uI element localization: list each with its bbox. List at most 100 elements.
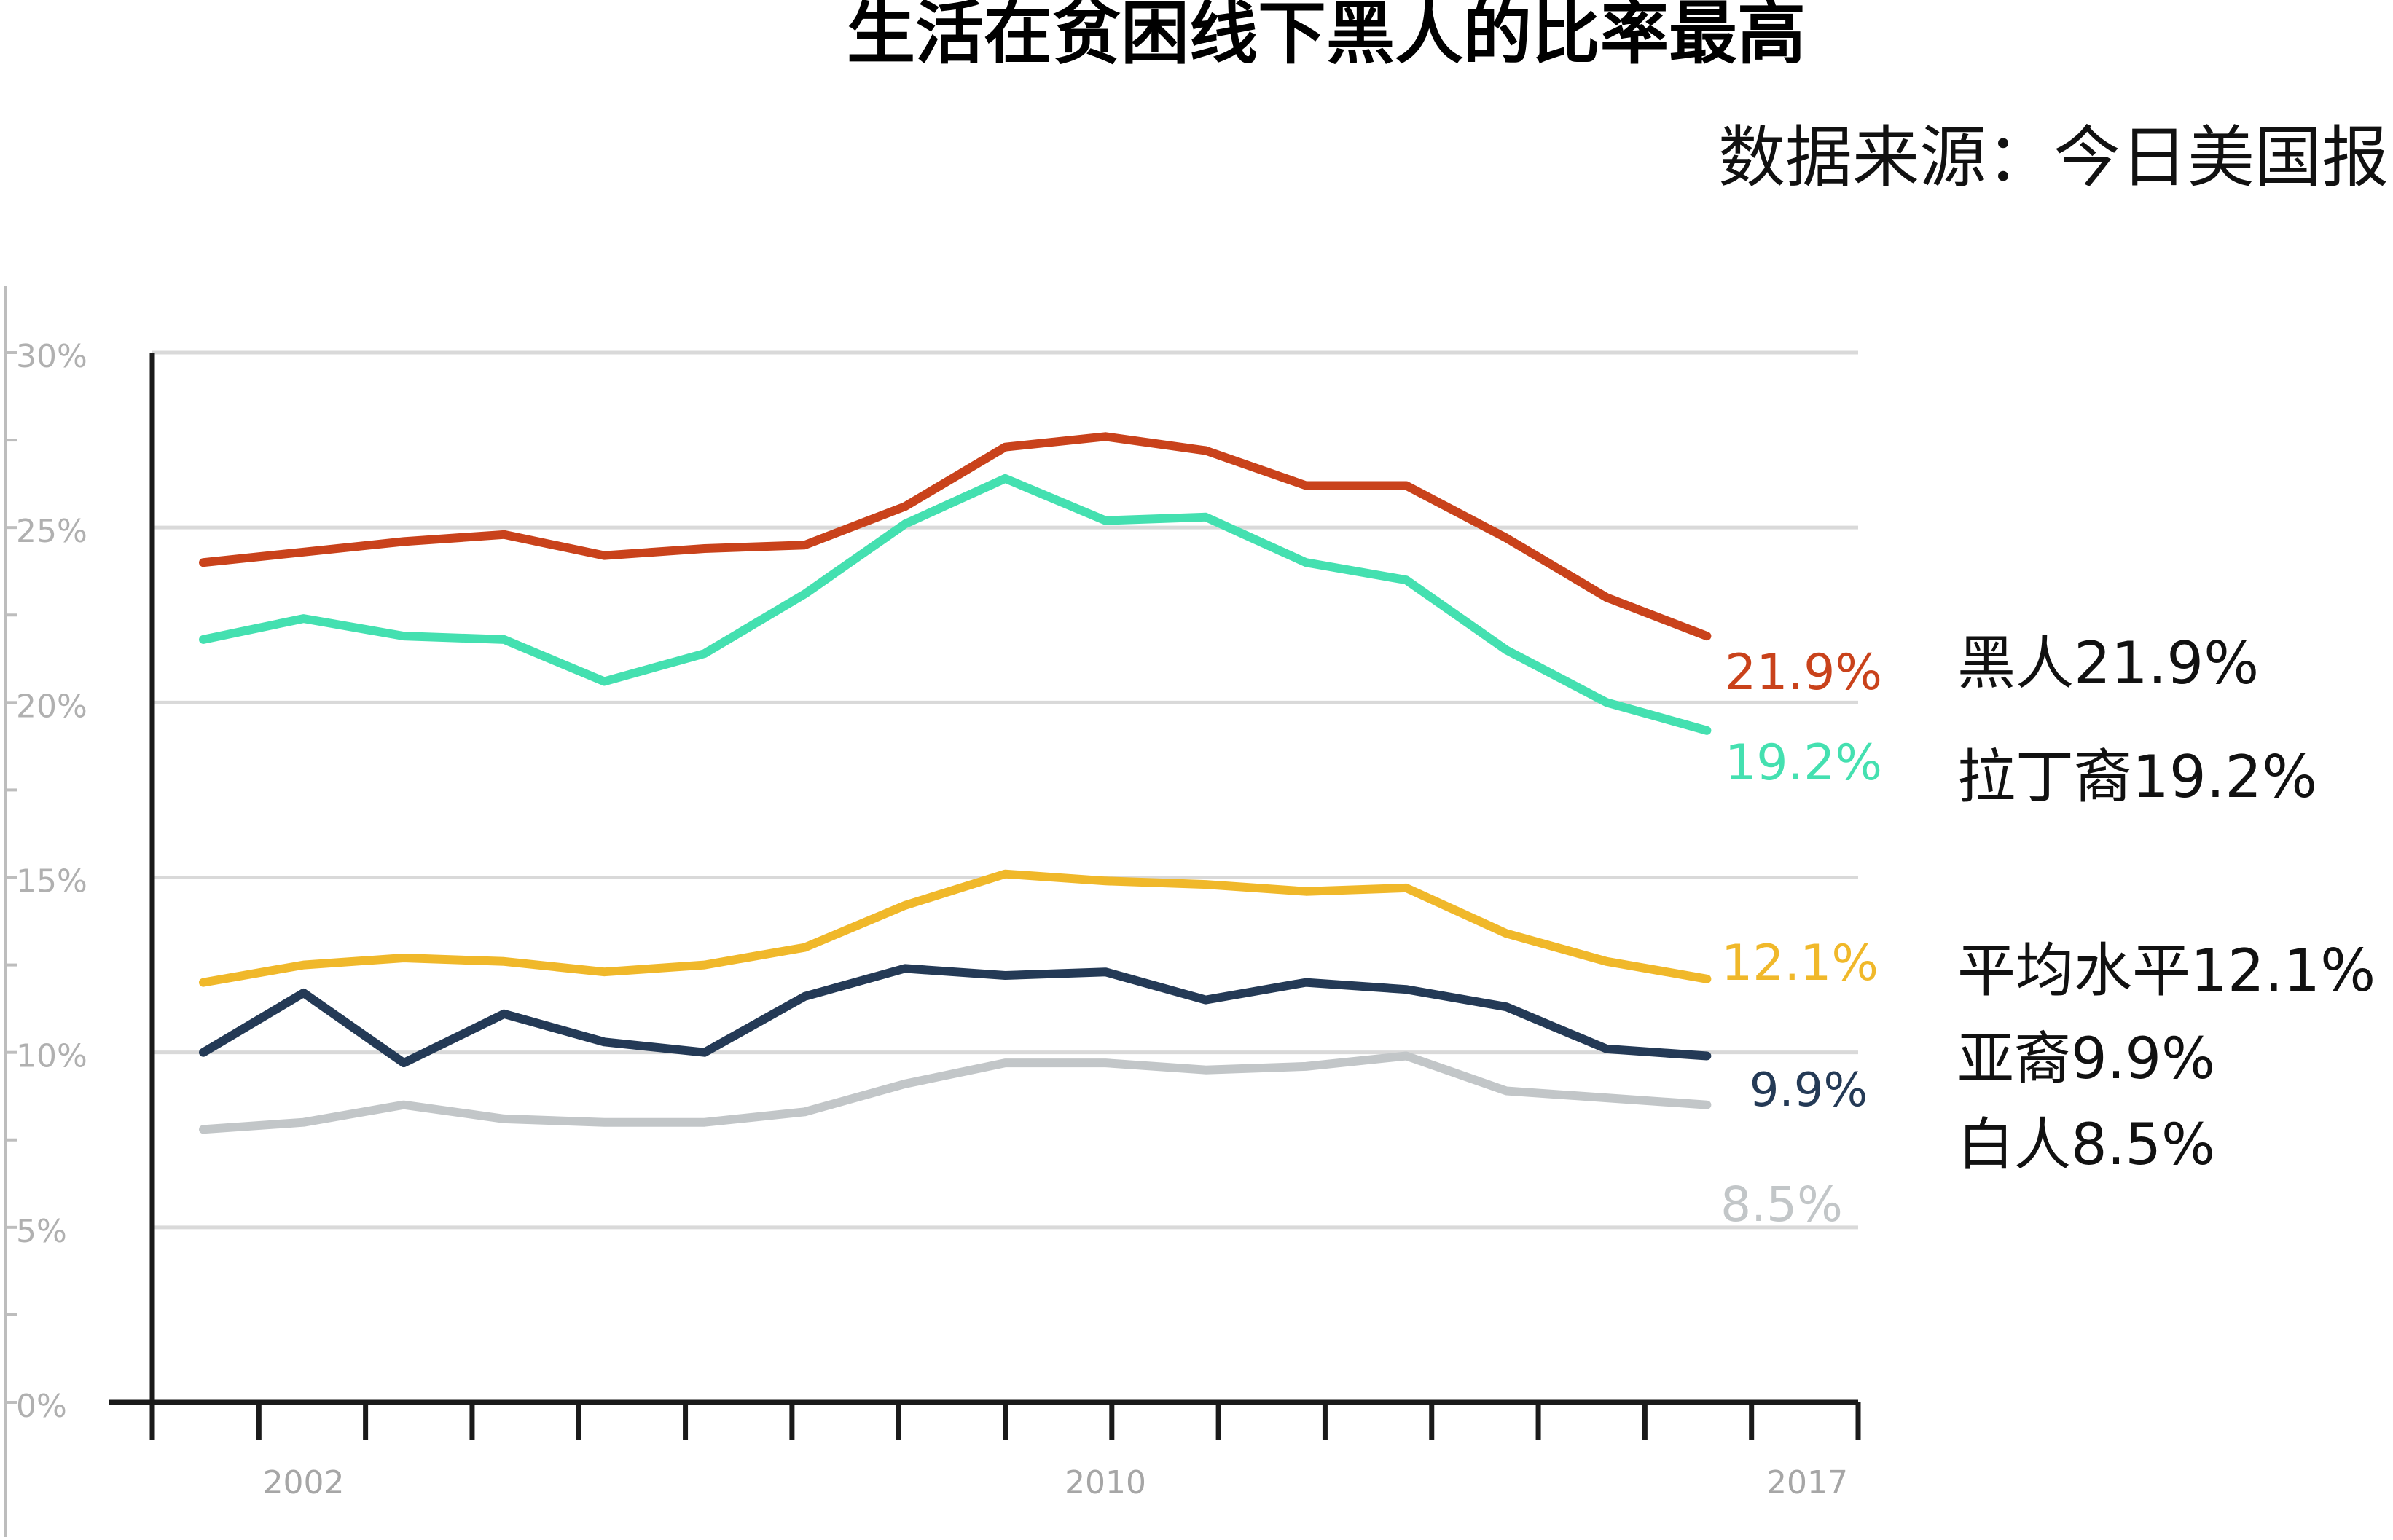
series-point [1606,1097,1607,1099]
series-point [904,506,906,507]
series-point [804,544,805,546]
series-point [603,681,605,683]
series-point [1305,1066,1307,1067]
series-point [1005,1062,1006,1064]
series-point [504,961,505,962]
series-point [1205,999,1207,1001]
chart-title: 生活在贫困线下黑人的比率最高 [847,0,1806,74]
series-end-label-0: 21.9% [1725,644,1882,702]
series-end-label-4: 8.5% [1720,1176,1843,1233]
series-line-4 [199,1051,1712,1134]
series-point [603,1041,605,1042]
series-point [1505,649,1507,651]
axis-layer: 0% 5% 10% 15% 20% 25% 30% 2002 2010 2017 [4,286,1861,1537]
series-point [1505,538,1507,539]
x-tick-label: 2002 [263,1464,345,1501]
series-point [1706,635,1707,637]
series-point [1305,485,1307,487]
series-point [1205,449,1207,451]
series-point [1305,982,1307,983]
series-point [603,1122,605,1123]
series-point [1105,436,1106,437]
series-line-2 [199,869,1712,987]
y-tick-label: 10% [16,1038,87,1075]
series-point [1406,579,1407,581]
series-point [403,957,404,959]
series-point [704,1122,705,1123]
series-point [904,1083,906,1085]
series-line-0 [199,432,1712,641]
y-tick-label: 25% [16,513,87,550]
series-layer [199,432,1712,1134]
series-point [1606,961,1607,962]
y-tick-label: 0% [16,1388,67,1425]
series-point [1205,516,1207,518]
series-point [403,635,404,637]
y-tick-label: 20% [16,688,87,725]
series-point [603,555,605,557]
series-point [804,1111,805,1112]
series-end-label-3: 9.9% [1750,1064,1868,1117]
series-annotation-0: 黑人21.9% [1957,629,2259,697]
series-point [504,1013,505,1015]
series-point [203,1128,204,1130]
series-point [1005,873,1006,875]
series-point [804,593,805,594]
series-point [904,905,906,906]
series-point [1105,880,1106,881]
series-point [904,523,906,525]
series-point [1706,978,1707,980]
series-point [403,541,404,542]
series-point [203,982,204,983]
series-annotation-4: 白人8.5% [1957,1112,2215,1178]
chart-source: 数据来源：今日美国报 [1718,119,2389,197]
series-point [303,618,305,619]
series-point [1105,1062,1106,1064]
series-point [203,562,204,563]
series-annotation-2: 平均水平12.1% [1957,937,2376,1005]
series-point [1105,520,1106,522]
series-point [303,992,305,994]
x-tick-label: 2010 [1065,1464,1146,1501]
series-point [1706,1055,1707,1056]
series-end-label-2: 12.1% [1721,935,1879,992]
label-layer: 21.9% 黑人21.9% 19.2% 拉丁裔19.2% 12.1% 平均水平12.1% 9… [1720,629,2376,1233]
series-point [704,548,705,549]
series-point [504,639,505,640]
series-point [1606,1048,1607,1050]
series-point [1606,702,1607,703]
series-point [203,639,204,640]
series-point [1606,597,1607,598]
series-point [704,1052,705,1053]
series-point [1205,1069,1207,1071]
x-tick-label: 2017 [1766,1464,1848,1501]
series-point [1706,1104,1707,1106]
series-line-1 [199,474,1712,735]
series-point [1406,485,1407,487]
series-point [704,965,705,966]
series-point [1505,1091,1507,1092]
series-point [804,996,805,997]
series-point [904,967,906,969]
series-point [403,1062,404,1064]
series-point [1305,562,1307,563]
series-point [1406,887,1407,889]
y-tick-label: 5% [16,1213,67,1250]
series-point [1406,989,1407,990]
series-point [303,1122,305,1123]
series-point [704,653,705,654]
series-annotation-1: 拉丁裔19.2% [1957,743,2317,811]
series-point [1406,1055,1407,1056]
series-point [1105,971,1106,973]
series-point [303,551,305,553]
y-tick-label: 30% [16,338,87,375]
series-point [1505,1006,1507,1007]
series-line-3 [199,964,1712,1068]
series-point [1005,975,1006,976]
series-end-label-1: 19.2% [1725,734,1882,792]
y-tick-label: 15% [16,863,87,900]
series-point [603,971,605,973]
series-point [1706,730,1707,731]
